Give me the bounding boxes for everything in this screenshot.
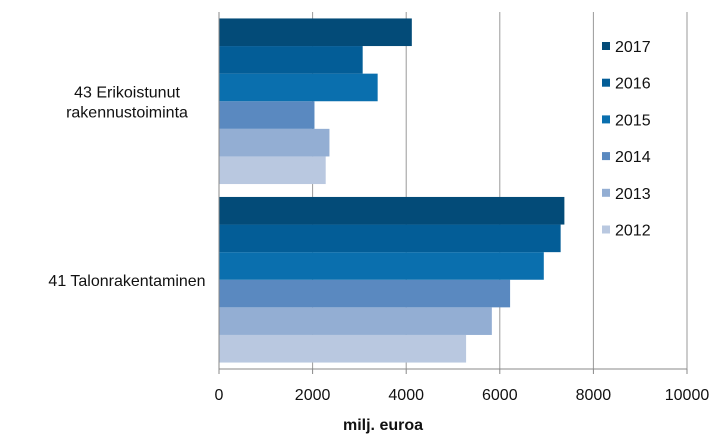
bar-2017-talonrakentaminen xyxy=(219,196,565,225)
bar-2013-talonrakentaminen xyxy=(219,307,492,335)
x-tick-label: 8000 xyxy=(576,387,612,404)
legend-swatch-2015 xyxy=(602,115,610,124)
bar-2015-talonrakentaminen xyxy=(219,252,544,280)
bar-2012-erikoistunut xyxy=(219,156,326,185)
x-axis-title: milj. euroa xyxy=(343,417,423,434)
bar-2014-erikoistunut xyxy=(219,101,315,129)
x-tick-label: 2000 xyxy=(295,387,331,404)
legend-label-2017: 2017 xyxy=(615,39,651,56)
x-tick-label: 6000 xyxy=(482,387,518,404)
bars xyxy=(219,18,565,363)
bar-2016-talonrakentaminen xyxy=(219,224,561,253)
x-tick-label: 0 xyxy=(215,387,224,404)
bar-2012-talonrakentaminen xyxy=(219,334,467,363)
bar-2013-erikoistunut xyxy=(219,128,330,157)
legend-swatch-2012 xyxy=(602,225,610,234)
legend-swatch-2017 xyxy=(602,42,610,50)
legend: 2017 2016 2015 2014 2013 2012 xyxy=(602,39,651,240)
x-tick-label: 10000 xyxy=(665,387,710,404)
legend-swatch-2016 xyxy=(602,78,610,87)
bar-2016-erikoistunut xyxy=(219,46,363,74)
legend-label-2014: 2014 xyxy=(615,149,651,166)
category-label: 43 Erikoistunut rakennustoiminta xyxy=(66,84,188,121)
axes: 0 2000 4000 6000 8000 10000 41 Talonrakentamin… xyxy=(48,12,709,404)
category-label: 41 Talonrakentaminen xyxy=(48,273,205,290)
legend-swatch-2014 xyxy=(602,152,610,161)
legend-label-2013: 2013 xyxy=(615,186,651,203)
bar-2017-erikoistunut xyxy=(219,18,412,47)
legend-swatch-2013 xyxy=(602,188,610,197)
legend-label-2015: 2015 xyxy=(615,112,651,129)
legend-label-2012: 2012 xyxy=(615,223,651,240)
x-tick-label: 4000 xyxy=(388,387,424,404)
bar-2014-talonrakentaminen xyxy=(219,279,511,308)
legend-label-2016: 2016 xyxy=(615,76,651,93)
bar-2015-erikoistunut xyxy=(219,73,378,102)
